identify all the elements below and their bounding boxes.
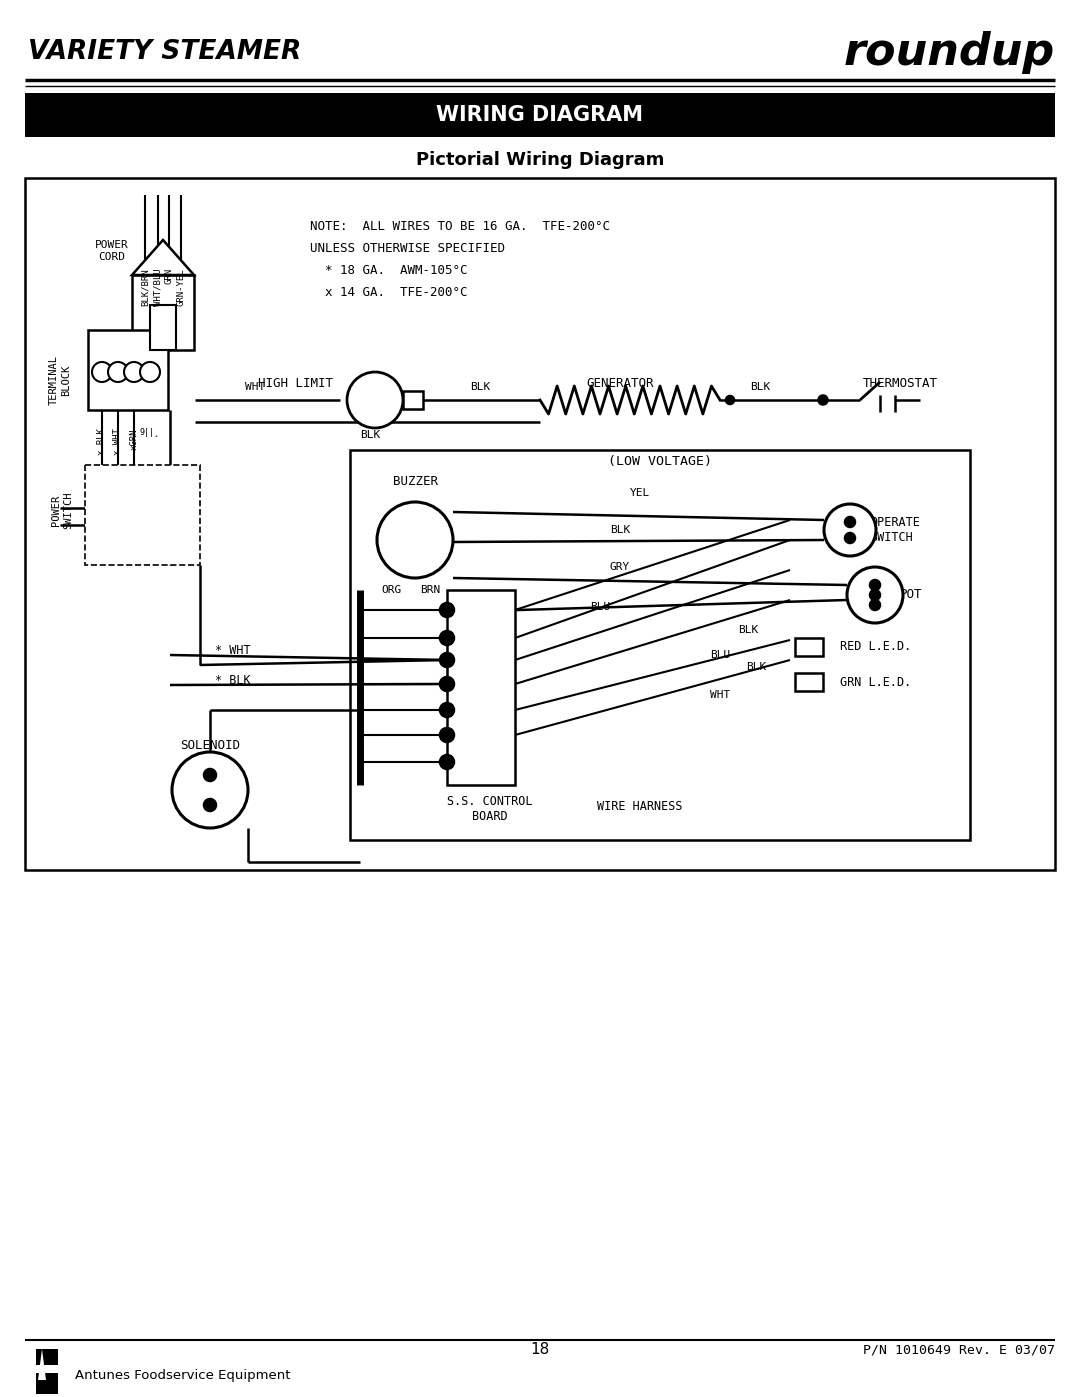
Circle shape [204, 768, 216, 781]
Text: BLK: BLK [610, 525, 630, 535]
Bar [28, 1350, 36, 1394]
Text: YEL: YEL [630, 488, 650, 497]
Circle shape [440, 703, 454, 717]
Text: TERMINAL
BLOCK: TERMINAL BLOCK [50, 355, 71, 405]
Text: xGRN: xGRN [130, 427, 138, 450]
Circle shape [845, 534, 855, 543]
Text: BLU: BLU [590, 602, 610, 612]
Circle shape [377, 502, 453, 578]
Text: x BLK: x BLK [97, 427, 107, 455]
Circle shape [108, 362, 129, 381]
Bar [58, 1350, 66, 1394]
Text: BLK: BLK [750, 381, 770, 393]
Text: x WHT: x WHT [113, 427, 122, 455]
Polygon shape [28, 1350, 55, 1394]
Circle shape [347, 372, 403, 427]
Circle shape [140, 362, 160, 381]
Text: BUZZER: BUZZER [392, 475, 437, 488]
Text: * WHT: * WHT [215, 644, 251, 657]
Text: OPERATE
SWITCH: OPERATE SWITCH [870, 515, 920, 543]
Bar [25, 94, 1055, 137]
Circle shape [92, 362, 112, 381]
Text: NOTE:  ALL WIRES TO BE 16 GA.  TFE-200°C: NOTE: ALL WIRES TO BE 16 GA. TFE-200°C [310, 219, 610, 233]
Circle shape [440, 728, 454, 742]
Bar [447, 590, 515, 785]
Text: BLU: BLU [710, 650, 730, 659]
Text: POT: POT [900, 588, 922, 602]
Text: POWER
CORD: POWER CORD [95, 240, 129, 261]
Text: UNLESS OTHERWISE SPECIFIED: UNLESS OTHERWISE SPECIFIED [310, 242, 505, 256]
Bar [36, 1365, 58, 1373]
Bar [403, 391, 423, 409]
Text: BLK: BLK [470, 381, 490, 393]
Bar [150, 305, 176, 351]
Circle shape [870, 599, 880, 610]
Text: Pictorial Wiring Diagram: Pictorial Wiring Diagram [416, 151, 664, 169]
Polygon shape [132, 240, 194, 275]
Text: roundup: roundup [843, 31, 1055, 74]
Text: 9||¸: 9||¸ [140, 427, 160, 437]
Text: WIRING DIAGRAM: WIRING DIAGRAM [436, 105, 644, 124]
Circle shape [440, 604, 454, 617]
Text: BLK: BLK [746, 662, 766, 672]
Bar [28, 1350, 66, 1394]
Text: Ⓐ: Ⓐ [30, 1350, 53, 1387]
Bar [350, 450, 970, 840]
Text: 18: 18 [530, 1343, 550, 1358]
Text: P/N 1010649 Rev. E 03/07: P/N 1010649 Rev. E 03/07 [863, 1344, 1055, 1356]
Text: WHT: WHT [245, 381, 265, 393]
Circle shape [726, 395, 734, 404]
Circle shape [204, 799, 216, 812]
Circle shape [172, 752, 248, 828]
Text: GENERATOR: GENERATOR [586, 377, 653, 390]
Circle shape [845, 517, 855, 527]
Bar [87, 330, 168, 409]
Text: GRN: GRN [164, 268, 174, 284]
Text: HIGH LIMIT: HIGH LIMIT [257, 377, 333, 390]
Polygon shape [38, 1350, 46, 1380]
Circle shape [440, 631, 454, 645]
Text: ORG: ORG [382, 585, 402, 595]
Text: BLK: BLK [360, 430, 380, 440]
Text: * BLK: * BLK [215, 673, 251, 686]
Text: WHT/BLU: WHT/BLU [153, 268, 162, 306]
Text: BLK/BRN: BLK/BRN [140, 268, 149, 306]
Text: Antunes Foodservice Equipment: Antunes Foodservice Equipment [75, 1369, 291, 1382]
Circle shape [847, 567, 903, 623]
Text: WIRE HARNESS: WIRE HARNESS [597, 800, 683, 813]
Text: (LOW VOLTAGE): (LOW VOLTAGE) [608, 455, 712, 468]
Circle shape [124, 362, 144, 381]
Text: S.S. CONTROL
BOARD: S.S. CONTROL BOARD [447, 795, 532, 823]
Text: GRN-YEL: GRN-YEL [176, 268, 186, 306]
Text: BRN: BRN [420, 585, 441, 595]
Text: GRY: GRY [610, 562, 630, 571]
Circle shape [824, 504, 876, 556]
Text: GRN L.E.D.: GRN L.E.D. [840, 676, 912, 689]
Text: RED L.E.D.: RED L.E.D. [840, 640, 912, 654]
Text: x 14 GA.  TFE-200°C: x 14 GA. TFE-200°C [310, 286, 468, 299]
Text: VARIETY STEAMER: VARIETY STEAMER [28, 39, 301, 66]
Circle shape [870, 590, 880, 599]
Circle shape [440, 652, 454, 666]
Circle shape [440, 754, 454, 768]
Text: BLK: BLK [738, 624, 758, 636]
Circle shape [819, 395, 827, 405]
Bar [85, 465, 200, 564]
Bar [25, 177, 1055, 870]
Text: THERMOSTAT: THERMOSTAT [863, 377, 937, 390]
Text: * 18 GA.  AWM-105°C: * 18 GA. AWM-105°C [310, 264, 468, 277]
Circle shape [870, 580, 880, 590]
Text: SOLENOID: SOLENOID [180, 739, 240, 752]
Text: POWER
SWITCH: POWER SWITCH [51, 492, 72, 528]
Bar [795, 673, 823, 692]
Bar [132, 275, 194, 351]
Circle shape [440, 678, 454, 692]
Text: WHT: WHT [710, 690, 730, 700]
Bar [795, 638, 823, 657]
